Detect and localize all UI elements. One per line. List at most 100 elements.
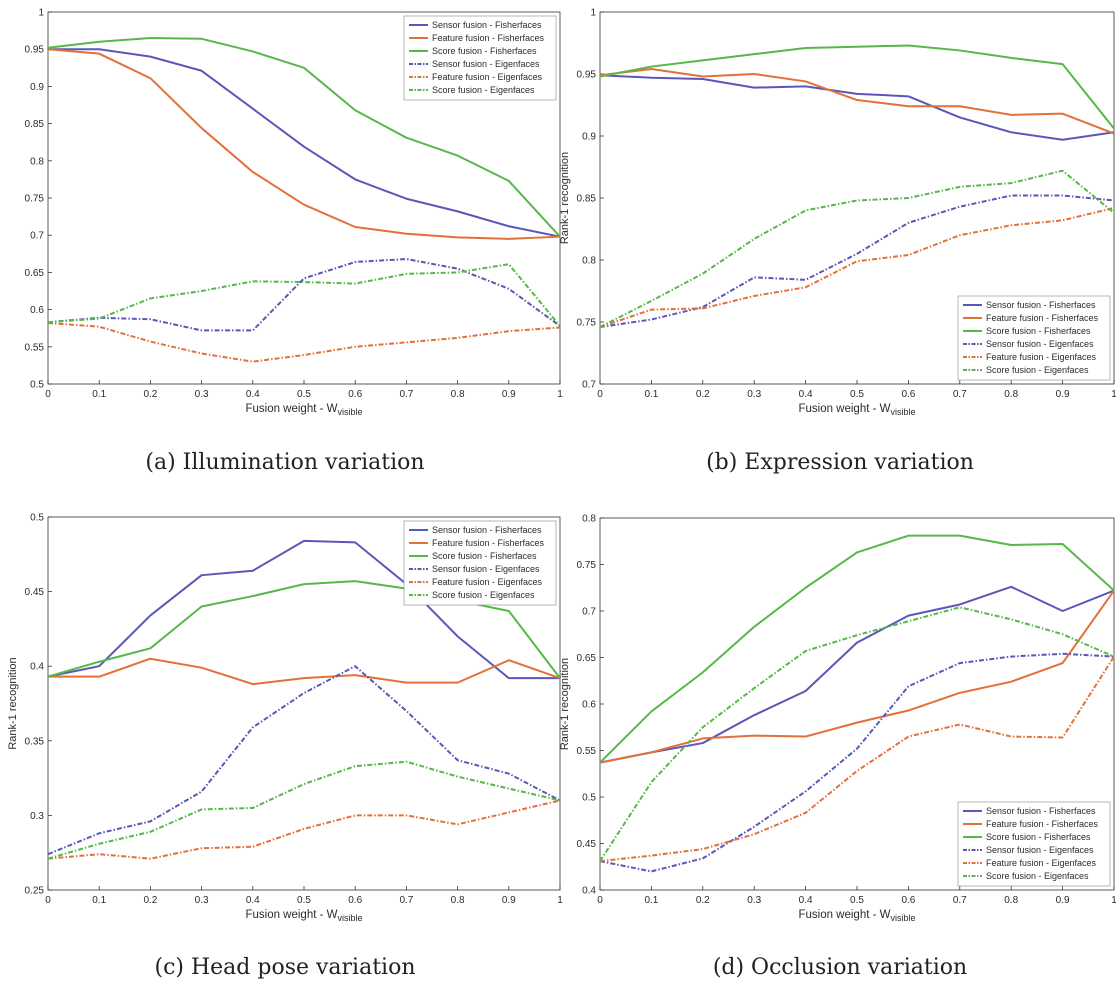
y-tick-label: 0.9	[30, 82, 44, 93]
x-tick-label: 0.1	[92, 895, 106, 906]
y-tick-label: 0.5	[30, 380, 44, 391]
series-line	[599, 589, 1115, 764]
series-5	[599, 656, 1115, 863]
x-tick-label: 0.3	[195, 895, 209, 906]
legend-label: Sensor fusion - Eigenfaces	[432, 564, 540, 574]
legend-label: Feature fusion - Eigenfaces	[986, 858, 1097, 868]
legend-label: Score fusion - Fisherfaces	[986, 326, 1091, 336]
legend: Sensor fusion - Fisherfaces Feature fusio…	[957, 801, 1111, 887]
x-tick-label: 0.4	[799, 389, 813, 400]
x-tick-label: 0	[45, 895, 51, 906]
series-5	[47, 321, 561, 363]
series-5	[47, 799, 561, 860]
legend-label: Sensor fusion - Eigenfaces	[986, 339, 1094, 349]
y-tick-label: 0.75	[577, 318, 597, 329]
y-tick-label: 1	[38, 8, 44, 19]
x-axis: 0 0.1 0.2 0.3 0.4 0.5 0.6 0.7 0.8 0.9 1	[45, 380, 563, 400]
x-axis: 0 0.1 0.2 0.3 0.4 0.5 0.6 0.7 0.8 0.9 1	[597, 380, 1116, 400]
series-line	[599, 68, 1115, 135]
series-4	[47, 258, 561, 332]
series-3	[599, 44, 1115, 130]
x-tick-label: 0.4	[246, 895, 260, 906]
legend-label: Sensor fusion - Eigenfaces	[432, 59, 540, 69]
series-2	[599, 68, 1115, 135]
x-axis-label: Fusion weight - Wvisible	[245, 403, 362, 417]
x-tick-label: 1	[557, 895, 563, 906]
y-tick-label: 0.4	[582, 886, 596, 897]
series-4	[47, 665, 561, 856]
series-4	[599, 194, 1115, 328]
x-tick-label: 0.7	[953, 389, 967, 400]
x-tick-label: 0.4	[246, 389, 260, 400]
legend-item: Sensor fusion - Eigenfaces	[409, 59, 540, 69]
legend-label: Feature fusion - Fisherfaces	[432, 538, 545, 548]
y-tick-label: 0.9	[582, 132, 596, 143]
series-line	[47, 799, 561, 860]
y-tick-label: 0.45	[577, 839, 597, 850]
y-tick-label: 0.55	[577, 746, 597, 757]
chart-panel-a: 0 0.1 0.2 0.3 0.4 0.5 0.6 0.7 0.8 0.9 1 0.5 0.55 0.6 0…	[0, 0, 564, 420]
series-line	[48, 657, 561, 686]
y-tick-label: 0.95	[577, 70, 597, 81]
legend-label: Score fusion - Eigenfaces	[986, 871, 1089, 881]
y-tick-label: 1	[590, 8, 596, 19]
legend-box	[403, 15, 557, 101]
x-axis: 0 0.1 0.2 0.3 0.4 0.5 0.6 0.7 0.8 0.9 1	[45, 886, 563, 906]
series-line	[47, 321, 561, 363]
series-6	[47, 263, 561, 327]
y-tick-label: 0.85	[25, 119, 45, 130]
legend-item: Score fusion - Eigenfaces	[409, 85, 535, 95]
legend-label: Feature fusion - Fisherfaces	[986, 819, 1099, 829]
x-tick-label: 0	[597, 895, 603, 906]
x-tick-label: 0.5	[297, 895, 311, 906]
y-tick-label: 0.6	[582, 700, 596, 711]
caption-b: (b) Expression variation	[706, 450, 974, 475]
series-2	[47, 48, 561, 240]
y-axis: 0.7 0.75 0.8 0.85 0.9 0.95 1	[577, 8, 604, 391]
x-tick-label: 0.1	[644, 389, 658, 400]
x-tick-label: 0.5	[297, 389, 311, 400]
legend-label: Sensor fusion - Fisherfaces	[432, 525, 542, 535]
legend-label: Feature fusion - Eigenfaces	[432, 72, 543, 82]
series-2	[48, 657, 561, 686]
chart-panel-d: 0 0.1 0.2 0.3 0.4 0.5 0.6 0.7 0.8 0.9 1 0.4 0.45 0.5 0…	[556, 505, 1116, 925]
chart-a: 0 0.1 0.2 0.3 0.4 0.5 0.6 0.7 0.8 0.9 10.50.550.60…	[25, 8, 564, 418]
legend-item: Feature fusion - Fisherfaces	[409, 33, 545, 43]
x-tick-label: 0.4	[799, 895, 813, 906]
y-tick-label: 0.35	[25, 736, 45, 747]
x-tick-label: 0.8	[451, 389, 465, 400]
series-1	[599, 585, 1115, 764]
series-3	[599, 534, 1115, 764]
series-6	[599, 606, 1115, 862]
chart-d: 0 0.1 0.2 0.3 0.4 0.5 0.6 0.7 0.8 0.9 10.40.450.50…	[559, 514, 1116, 924]
series-line	[599, 585, 1115, 764]
x-tick-label: 0.1	[644, 895, 658, 906]
legend-item: Score fusion - Fisherfaces	[409, 551, 537, 561]
x-tick-label: 0.3	[747, 389, 761, 400]
x-tick-label: 0.7	[953, 895, 967, 906]
y-tick-label: 0.65	[577, 653, 597, 664]
legend-box	[403, 520, 557, 606]
chart-b: 0 0.1 0.2 0.3 0.4 0.5 0.6 0.7 0.8 0.9 10.70.750.80…	[559, 8, 1116, 418]
caption-c: (c) Head pose variation	[154, 955, 416, 980]
legend-label: Score fusion - Fisherfaces	[432, 46, 537, 56]
x-tick-label: 0.2	[696, 389, 710, 400]
x-tick-label: 0	[597, 389, 603, 400]
x-tick-label: 0.6	[348, 389, 362, 400]
x-axis-label: Fusion weight - Wvisible	[798, 909, 915, 923]
legend-item: Feature fusion - Fisherfaces	[409, 538, 545, 548]
legend: Sensor fusion - Fisherfaces Feature fusio…	[403, 15, 557, 101]
series-line	[47, 539, 560, 680]
series-line	[599, 206, 1115, 328]
series-line	[47, 665, 561, 856]
series-line	[47, 48, 561, 240]
legend-item: Score fusion - Fisherfaces	[963, 326, 1091, 336]
legend-item: Feature fusion - Eigenfaces	[963, 858, 1097, 868]
x-tick-label: 0.9	[1056, 895, 1070, 906]
legend-item: Feature fusion - Fisherfaces	[963, 313, 1099, 323]
chart-c: 0 0.1 0.2 0.3 0.4 0.5 0.6 0.7 0.8 0.9 1 0.25 0.3 0.35…	[7, 513, 563, 924]
chart-panel-c: 0 0.1 0.2 0.3 0.4 0.5 0.6 0.7 0.8 0.9 1 0.25 0.3 0.35…	[0, 505, 563, 925]
legend-item: Feature fusion - Eigenfaces	[409, 72, 543, 82]
legend-box	[957, 295, 1111, 381]
series-4	[599, 652, 1115, 873]
